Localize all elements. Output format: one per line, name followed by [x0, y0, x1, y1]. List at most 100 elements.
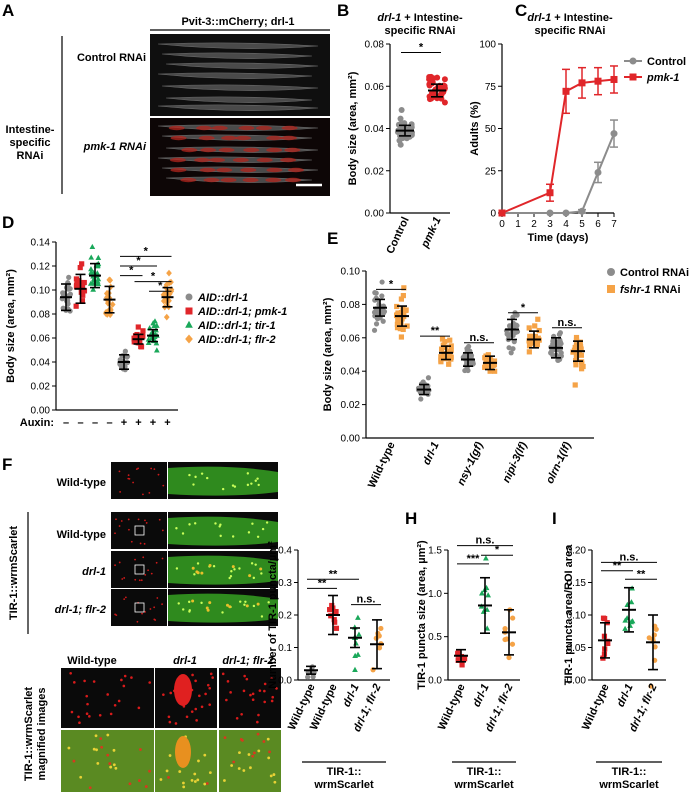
data-point [577, 339, 583, 345]
aggregate-merge [175, 736, 191, 768]
mcherry-signal [255, 125, 272, 131]
magnified-red-puncta [209, 672, 213, 676]
scarlet-puncta [153, 468, 156, 471]
magnified-merge-puncta [242, 769, 246, 772]
legend-label: fshr-1 RNAi [620, 284, 681, 296]
magnified-merge-puncta [72, 759, 76, 763]
magnified-red-puncta [98, 713, 102, 717]
gfp-puncta [221, 487, 225, 491]
data-point [446, 361, 452, 367]
data-point [166, 269, 172, 277]
y-tick-label: 0.08 [341, 300, 361, 311]
yellow-puncta [231, 565, 235, 569]
x-axis-label: Time (days) [528, 232, 589, 244]
scarlet-puncta [118, 470, 121, 473]
data-point [89, 243, 96, 250]
data-point [466, 343, 472, 350]
gfp-puncta [214, 522, 217, 525]
magnified-merge-puncta [223, 736, 227, 740]
data-point [95, 254, 102, 260]
data-point [379, 279, 385, 285]
data-point [504, 636, 510, 642]
magnified-merge-puncta [193, 772, 197, 776]
category-label: Wild-type [580, 682, 612, 732]
data-point [88, 254, 95, 260]
gfp-puncta [188, 609, 191, 612]
data-point [622, 625, 628, 631]
y-tick-label: 0.0 [278, 676, 292, 687]
auxin-value: + [135, 417, 141, 429]
legend-marker [185, 307, 193, 315]
mcherry-signal [168, 125, 185, 131]
data-point [404, 323, 410, 329]
gfp-puncta [175, 567, 179, 570]
yellow-puncta [225, 603, 229, 607]
category-label: nsy-1(gf) [455, 440, 486, 487]
data-point [376, 633, 382, 639]
scarlet-puncta [162, 484, 165, 487]
data-point [376, 645, 383, 651]
yellow-puncta [191, 599, 195, 603]
x-tick-label: 3 [547, 219, 553, 230]
scarlet-puncta [134, 558, 136, 561]
legend-label: AID::drl-1 [197, 292, 248, 304]
data-point [73, 303, 79, 309]
worm [165, 96, 313, 103]
scarlet-puncta [128, 528, 130, 531]
y-axis-label: Adults (%) [469, 101, 481, 156]
legend-label: Control [647, 56, 686, 68]
y-tick-label: 0.10 [567, 611, 587, 622]
category-label: drl-1 [471, 682, 492, 709]
data-point [379, 293, 385, 299]
x-tick-label: 4 [563, 219, 569, 230]
data-point [394, 325, 401, 331]
mcherry-signal [180, 177, 197, 183]
panel-d-chart: 0.00 0.02 0.04 0.06 0.08 0.10 0.12 0.14 Body siz… [5, 238, 287, 430]
mcherry-signal [196, 125, 213, 131]
magnified-merge-puncta [251, 754, 255, 758]
gfp-puncta [212, 565, 216, 568]
magnified-red-puncta [190, 710, 194, 713]
panel-f-row-drl1-flr2: drl-1; flr-2 [55, 604, 106, 616]
magnified-merge-puncta [203, 753, 207, 757]
magnified-red-puncta [275, 687, 278, 690]
magnified-merge-puncta [165, 769, 169, 773]
y-tick-label: 75 [485, 82, 497, 93]
data-point [526, 343, 533, 349]
legend-rest: RNAi [651, 284, 681, 296]
data-point [492, 368, 498, 374]
data-point [87, 280, 94, 286]
yellow-puncta [200, 571, 204, 575]
data-point [168, 286, 175, 294]
scarlet-puncta [138, 579, 141, 582]
gfp-puncta [181, 532, 185, 535]
gfp-puncta [238, 567, 241, 570]
yellow-puncta [205, 606, 209, 610]
data-point [594, 168, 602, 176]
legend-marker [185, 334, 193, 344]
magnified-red-puncta [194, 707, 198, 711]
magnified-merge-puncta [257, 749, 261, 753]
data-point [380, 318, 386, 324]
data-point [103, 310, 109, 318]
panel-c-title-line2: specific RNAi [535, 25, 606, 37]
gfp-puncta [261, 527, 265, 531]
scarlet-puncta [115, 518, 117, 521]
panel-f-row-wildtype: Wild-type [57, 529, 106, 541]
magnified-merge-puncta [168, 754, 172, 757]
magnified-red-puncta [185, 715, 189, 719]
data-point [579, 360, 585, 367]
magnified-red-puncta [240, 712, 243, 716]
scarlet-puncta [153, 606, 156, 609]
scarlet-puncta [149, 608, 152, 610]
significance-label: n.s. [470, 332, 489, 344]
data-point [447, 354, 453, 360]
magnified-merge-puncta [148, 769, 151, 773]
scarlet-puncta [134, 578, 137, 581]
category-label: Wild-type [366, 440, 398, 490]
data-point [526, 325, 532, 331]
magnified-red-puncta [85, 694, 89, 698]
data-point [483, 555, 489, 561]
gfp-puncta [192, 483, 195, 486]
data-point [153, 347, 160, 353]
